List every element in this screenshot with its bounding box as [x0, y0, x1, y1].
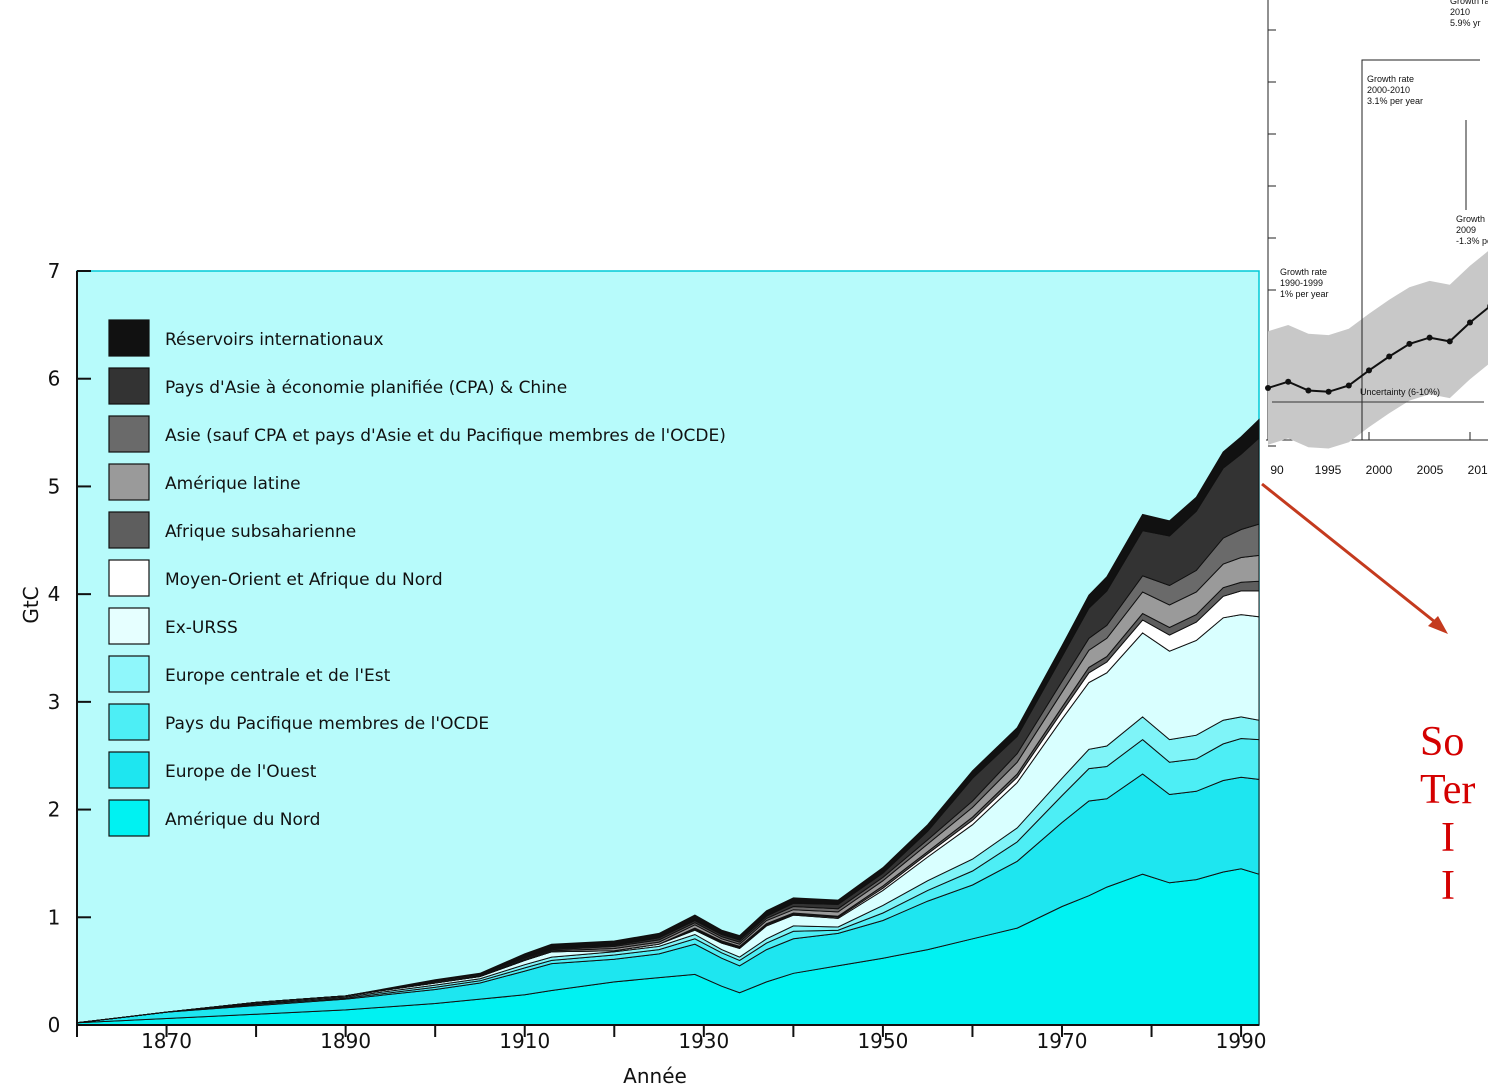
legend-label: Pays d'Asie à économie planifiée (CPA) &…	[165, 378, 567, 398]
inset-point	[1366, 367, 1372, 374]
inset-points	[1265, 304, 1488, 395]
legend-label: Afrique subsaharienne	[165, 522, 356, 542]
x-tick-label: 1890	[320, 1029, 371, 1053]
legend-label: Europe de l'Ouest	[165, 762, 317, 782]
legend-label: Moyen-Orient et Afrique du Nord	[165, 570, 443, 590]
inset-x-tick-label: 2000	[1366, 463, 1393, 477]
inset-uncertainty-band	[1268, 251, 1488, 449]
inset-annotation: Growth rate20105.9% yr	[1450, 0, 1488, 28]
x-tick-label: 1930	[678, 1029, 729, 1053]
y-tick-label: 2	[48, 798, 61, 822]
arrow-head	[1428, 616, 1448, 634]
legend-swatch	[108, 511, 150, 549]
red-caption-text: So Ter I I	[1420, 719, 1476, 909]
y-tick-label: 1	[48, 905, 61, 929]
legend-label: Asie (sauf CPA et pays d'Asie et du Paci…	[165, 426, 726, 446]
y-tick-label: 0	[48, 1013, 61, 1037]
x-tick-label: 1870	[141, 1029, 192, 1053]
area-series-10	[76, 418, 1260, 1024]
legend-swatch	[108, 655, 150, 693]
inset-annotation: Growth rate 2000-2010 3.1% per year	[1367, 74, 1423, 106]
inset-ticks: 90 1995 2000 2005 2010	[1267, 29, 1488, 477]
legend-swatch	[108, 367, 150, 405]
inset-point	[1305, 387, 1312, 394]
inset-point	[1467, 319, 1473, 326]
legend-label: Europe centrale et de l'Est	[165, 666, 391, 686]
inset-bracket-line	[1361, 59, 1480, 440]
red-arrow	[1261, 482, 1448, 634]
inset-point	[1406, 340, 1413, 347]
legend: Réservoirs internationaux Pays d'Asie à é…	[108, 319, 726, 837]
y-tick-label: 7	[48, 259, 61, 283]
x-tick-label: 1970	[1037, 1029, 1088, 1053]
legend-swatch	[108, 559, 150, 597]
legend-swatch	[108, 607, 150, 645]
inset-annotation: Uncertainty (6-10%)	[1360, 387, 1440, 397]
legend-swatch	[108, 319, 150, 357]
x-axis-title: Année	[623, 1064, 687, 1088]
y-tick-label: 6	[48, 367, 61, 391]
inset-annotation-lines	[1272, 59, 1484, 440]
legend-swatch	[108, 799, 150, 837]
arrow-shaft	[1261, 482, 1441, 628]
y-tick-label: 4	[48, 582, 61, 606]
legend-label: Réservoirs internationaux	[165, 330, 384, 350]
legend-swatch	[108, 751, 150, 789]
inset-point	[1345, 382, 1352, 389]
y-tick-label: 5	[48, 474, 61, 498]
axes-group: 0 1 2 3 4 5 6 7 1870 1890 1910 1930 1950 1970 1990	[48, 259, 1267, 1053]
inset-point	[1386, 353, 1393, 360]
inset-x-tick-label: 90	[1270, 463, 1284, 477]
inset-background	[1266, 0, 1488, 440]
area-series-group	[76, 418, 1260, 1026]
inset-x-tick-label: 1995	[1315, 463, 1342, 477]
x-tick-label: 1950	[857, 1029, 908, 1053]
inset-x-tick-label: 2005	[1417, 463, 1444, 477]
legend-label: Ex-URSS	[165, 618, 238, 638]
legend-swatch	[108, 463, 150, 501]
stacked-area-chart: 0 1 2 3 4 5 6 7 1870 1890 1910 1930 1950 1970 1990 Rés…	[19, 259, 1267, 1088]
inset-emissions-line	[1267, 306, 1488, 393]
legend-swatch	[108, 703, 150, 741]
y-axis-title: GtC	[19, 586, 43, 623]
legend-label: Pays du Pacifique membres de l'OCDE	[165, 714, 489, 734]
inset-point	[1426, 334, 1433, 341]
legend-label: Amérique latine	[165, 474, 301, 494]
legend-label: Amérique du Nord	[165, 810, 320, 830]
inset-point	[1285, 378, 1292, 385]
inset-annotation: Growth rate2009-1.3% per year	[1456, 214, 1488, 246]
legend-swatch	[108, 415, 150, 453]
inset-annotations: Growth rate20105.9% yr Growth rate2000-20…	[1280, 0, 1488, 397]
x-tick-label: 1910	[499, 1029, 550, 1053]
y-tick-label: 3	[48, 690, 61, 714]
inset-point	[1325, 388, 1332, 395]
inset-annotation: Growth rate 1990-1999 1% per year	[1280, 267, 1329, 299]
inset-point	[1446, 338, 1453, 345]
inset-x-tick-label: 2010	[1468, 463, 1488, 477]
x-tick-label: 1990	[1216, 1029, 1267, 1053]
